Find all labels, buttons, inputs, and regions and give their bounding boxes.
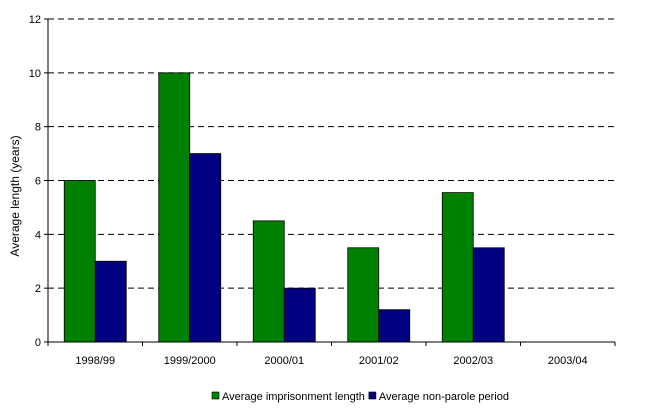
bar-imprisonment-1998/99 bbox=[63, 180, 96, 343]
legend-swatch bbox=[211, 391, 220, 400]
bar-non-parole-2001/02 bbox=[378, 309, 411, 343]
y-tick-label: 12 bbox=[29, 14, 41, 26]
legend-label: Average imprisonment length bbox=[222, 391, 365, 403]
y-tick-label: 4 bbox=[35, 229, 41, 241]
legend: Average imprisonment length Average non-p… bbox=[211, 391, 509, 403]
bar-non-parole-1998/99 bbox=[94, 260, 127, 343]
x-tick-label: 2001/02 bbox=[359, 355, 399, 367]
bar-imprisonment-1999/2000 bbox=[158, 72, 191, 343]
x-tick-label: 1998/99 bbox=[75, 355, 115, 367]
y-tick-label: 0 bbox=[35, 337, 41, 349]
y-tick-label: 6 bbox=[35, 176, 41, 188]
x-tick-label: 2003/04 bbox=[548, 355, 588, 367]
y-tick-label: 10 bbox=[29, 68, 41, 80]
legend-swatch bbox=[368, 391, 377, 400]
bar-non-parole-1999/2000 bbox=[189, 153, 222, 343]
y-tick-labels: 0 2 4 6 8 10 12 bbox=[29, 14, 41, 349]
bars bbox=[63, 72, 505, 343]
bar-non-parole-2000/01 bbox=[283, 287, 316, 343]
bar-imprisonment-2000/01 bbox=[252, 220, 285, 343]
bar-non-parole-2002/03 bbox=[472, 247, 505, 343]
axes bbox=[44, 18, 616, 346]
x-tick-label: 2002/03 bbox=[453, 355, 493, 367]
x-tick-label: 1999/2000 bbox=[164, 355, 216, 367]
bar-imprisonment-2002/03 bbox=[441, 192, 474, 343]
bar-imprisonment-2001/02 bbox=[347, 247, 380, 343]
x-tick-labels: 1998/99 1999/2000 2000/01 2001/02 2002/03 200… bbox=[75, 355, 587, 367]
y-tick-label: 8 bbox=[35, 122, 41, 134]
x-tick-label: 2000/01 bbox=[264, 355, 304, 367]
y-tick-label: 2 bbox=[35, 283, 41, 295]
y-axis-label: Average length (years) bbox=[8, 135, 22, 256]
gridlines bbox=[48, 18, 615, 289]
legend-label: Average non-parole period bbox=[379, 391, 509, 403]
